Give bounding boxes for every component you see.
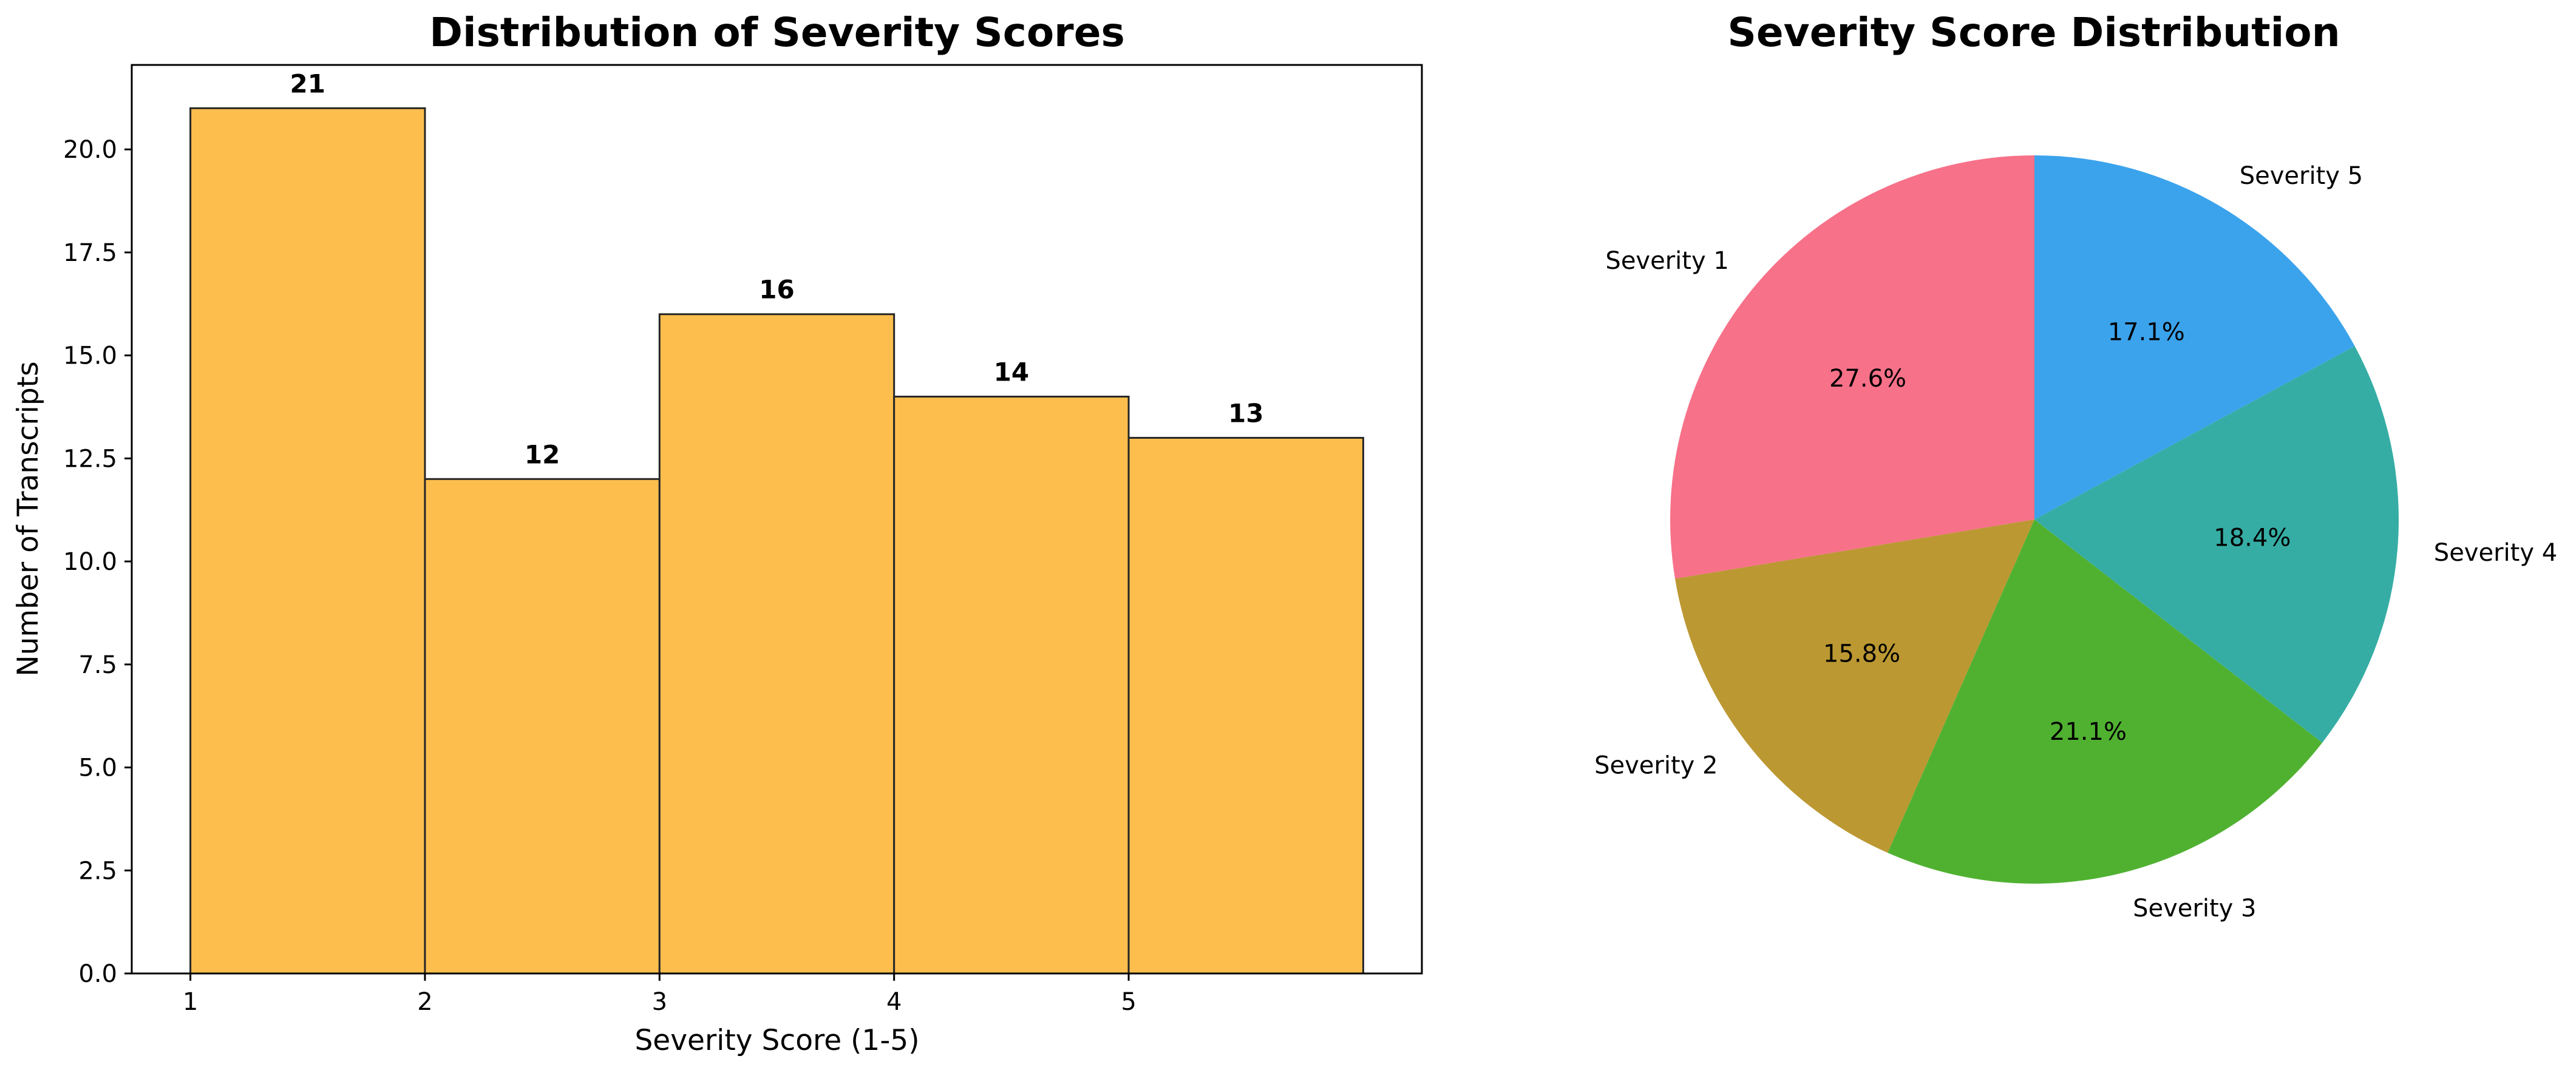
pie-chart: Severity Score Distribution Severity 1Se… [1594,9,2557,922]
histogram-bars [189,107,1364,975]
pie-category-labels: Severity 1 Severity 2 Severity 3 Severity 4… [1594,162,2557,922]
x-tick-label: 1 [183,988,198,1016]
histogram-bar [658,313,895,975]
x-tick-label: 2 [417,988,432,1016]
pie-category-label: Severity 5 [2240,162,2363,190]
pie-percent-label: 17.1% [2108,319,2185,347]
bar-data-label: 21 [290,69,325,98]
y-tick-label: 15.0 [63,342,117,370]
bar-data-label: 13 [1228,398,1263,428]
x-tick-label: 3 [652,988,667,1016]
y-axis-ticks: 0.0 2.5 5.0 7.5 10.0 12.5 15.0 17.5 20.0 [63,136,132,988]
pie-percent-label: 18.4% [2214,524,2291,552]
pie-slice [1888,520,2323,884]
pie-category-label: Severity 3 [2133,895,2256,922]
pie-slice [2034,346,2399,743]
y-tick-label: 0.0 [78,960,117,988]
y-tick-label: 12.5 [63,445,117,473]
y-tick-label: 20.0 [63,136,117,164]
bar-data-label: 12 [525,439,560,469]
pie-category-label: Severity 4 [2434,539,2557,567]
bar-data-label: 14 [994,357,1029,387]
histogram-data-labels: 21 12 16 14 13 [290,69,1264,469]
pie-slice [2034,155,2355,520]
pie-percent-label: 27.6% [1829,365,1906,393]
pie-slice [1670,155,2034,579]
pie-title: Severity Score Distribution [1727,9,2340,56]
x-axis-label: Severity Score (1-5) [634,1024,919,1057]
pie-percent-labels: 27.6% 15.8% 21.1% 18.4% 17.1% [1823,319,2291,746]
y-tick-label: 7.5 [78,651,117,679]
x-axis-ticks: 1 2 3 4 5 [183,973,1137,1016]
x-tick-label: 5 [1121,988,1136,1016]
pie-percent-label: 21.1% [2050,718,2127,746]
y-tick-label: 5.0 [78,754,117,782]
y-axis-label: Number of Transcripts [12,361,45,676]
pie-percent-label: 15.8% [1823,640,1900,668]
pie-category-label: Severity 2 [1594,752,1718,780]
histogram-bar [424,478,661,975]
histogram-bar [1127,436,1364,975]
histogram-bar [189,107,426,975]
y-tick-label: 2.5 [78,857,117,885]
pie-slices [1670,155,2399,884]
pie-slice [1674,520,2034,853]
histogram-title: Distribution of Severity Scores [429,9,1125,56]
plot-area-frame [131,64,1423,975]
pie-category-label: Severity 1 [1605,247,1728,275]
bar-data-label: 16 [759,275,794,305]
y-tick-label: 10.0 [63,548,117,576]
histogram-chart: Distribution of Severity Scores 21121614… [12,9,1423,1057]
x-tick-label: 4 [886,988,902,1016]
histogram-bar [893,396,1130,975]
y-tick-label: 17.5 [63,239,117,267]
